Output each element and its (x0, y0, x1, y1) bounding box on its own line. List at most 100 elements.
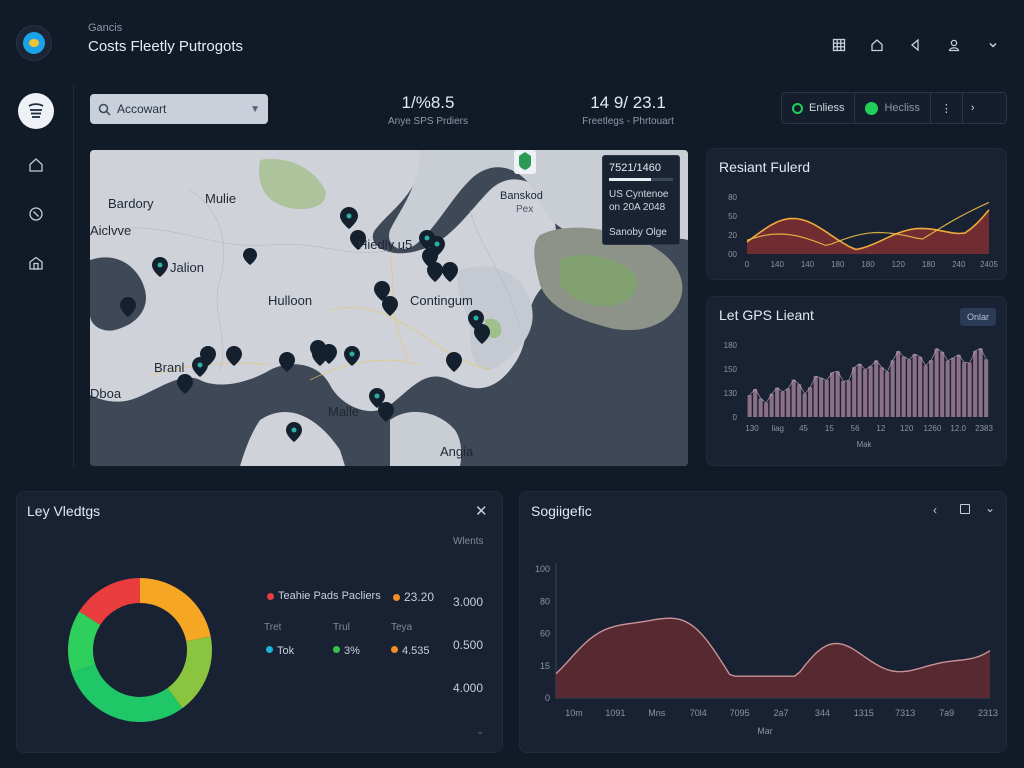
app-logo[interactable] (16, 25, 52, 61)
x-tick-label: 7a9 (939, 708, 954, 718)
segment-chart-card: Sogiigefic ‹ ⌄ 100 80 60 15 0 10m 1091 Mns 70l4 7… (519, 491, 1007, 753)
sidebar-item-clock[interactable] (24, 202, 48, 226)
bar (901, 356, 906, 417)
x-tick-label: 180 (861, 260, 875, 269)
bar (846, 380, 851, 417)
x-tick-label: 0 (745, 260, 750, 269)
chevron-down-icon[interactable]: ⌄ (476, 726, 485, 737)
chevron-down-icon[interactable] (984, 36, 1002, 54)
x-tick-label: 2383 (975, 424, 993, 433)
close-icon: ✕ (475, 503, 488, 520)
line-series (555, 617, 991, 677)
home-icon (29, 158, 43, 172)
bar (808, 387, 813, 417)
chevron-down-button[interactable]: ⌄ (985, 501, 995, 515)
donut-slice (167, 636, 212, 709)
legend-value: 23.20 (393, 590, 434, 604)
x-tick-label: 180 (831, 260, 845, 269)
map-label: Angia (440, 444, 474, 459)
bar (813, 376, 818, 417)
bar (951, 357, 956, 417)
map-city-name: Banskod (500, 190, 543, 202)
bar (945, 360, 950, 417)
y-tick-label: 50 (728, 212, 737, 221)
toggle-label: Enliess (809, 102, 845, 114)
line-series (746, 201, 990, 247)
donut-slice (140, 578, 211, 642)
donut-chart (68, 578, 212, 722)
y-tick-label: 0 (733, 413, 738, 422)
map-label: Bardory (108, 196, 154, 211)
x-tick-label: 140 (801, 260, 815, 269)
toggle-hecliss[interactable]: Hecliss (855, 93, 929, 123)
app-title: Costs Fleetly Putrogots (88, 38, 244, 55)
sidebar-item-stack[interactable] (18, 93, 54, 129)
x-tick-label: 2313 (978, 708, 998, 718)
x-tick-label: Mns (648, 708, 666, 718)
map-label: Dboa (90, 386, 122, 401)
card-title: Let GPS Lieant (719, 307, 814, 323)
resiant-chart-card: Resiant Fulerd 80 50 20 00 0 140 140 180 180 120 1… (706, 148, 1007, 280)
map-city-sub: Pex (516, 204, 534, 215)
row-value: 4.535 (391, 641, 430, 659)
sidebar-divider (73, 84, 74, 468)
bar (857, 363, 862, 417)
grid-icon[interactable] (830, 36, 848, 54)
bar (907, 359, 912, 417)
key-metrics-card: Ley Vledtgs ✕ Wlents Teahie Pads Paclier… (16, 491, 503, 753)
bar (863, 369, 868, 417)
donut-slice (71, 664, 183, 722)
search-field[interactable]: Accowart ▼ (90, 94, 268, 124)
toggle-enliess[interactable]: Enliess (782, 93, 854, 123)
bar (918, 356, 923, 417)
export-button[interactable] (960, 504, 970, 514)
bar (923, 365, 928, 417)
x-tick-label: 344 (815, 708, 830, 718)
y-tick-label: 15 (540, 661, 550, 671)
more-options-button[interactable]: ⋮ (931, 93, 962, 123)
back-icon[interactable] (906, 36, 924, 54)
segment-area-chart: 100 80 60 15 0 10m 1091 Mns 70l4 7095 2a7 344 1315 73… (535, 563, 998, 736)
legend-dot (267, 592, 274, 600)
stat-value-2: 14 9/ 23.1 (590, 93, 666, 112)
bar (852, 367, 857, 417)
map-label: Contingum (410, 293, 473, 308)
map-label: Jalion (170, 260, 204, 275)
map-label: Hiedly u5 (358, 237, 413, 252)
bar (802, 393, 807, 417)
row-value: 3% (333, 641, 360, 659)
bar-outline (749, 347, 987, 404)
toggle-label: Hecliss (884, 102, 920, 114)
next-button[interactable]: › (963, 93, 983, 123)
area-series (556, 618, 990, 698)
y-tick-label: 20 (728, 231, 737, 240)
search-icon (98, 103, 111, 116)
card-title: Resiant Fulerd (719, 159, 811, 175)
map-label: Aiclvve (90, 223, 132, 238)
y-tick-label: 80 (728, 193, 737, 202)
home-icon[interactable] (868, 36, 886, 54)
x-tick-label: 12.0 (950, 424, 966, 433)
user-icon[interactable] (945, 36, 963, 54)
x-tick-label: 10m (565, 708, 583, 718)
bar (868, 366, 873, 417)
column-value: 4.000 (453, 681, 484, 695)
gps-bar-chart: 180 150 130 0 130 liag 45 15 56 12 120 1260 12.0 2383… (724, 341, 994, 449)
legend-dot (393, 594, 400, 602)
status-ring-icon (792, 102, 803, 114)
x-tick-label: 2405 (980, 260, 998, 269)
x-tick-label: 240 (952, 260, 966, 269)
close-button[interactable]: ✕ (475, 502, 488, 520)
map-label: Branl (154, 360, 185, 375)
sidebar-item-building[interactable] (24, 251, 48, 275)
share-button[interactable]: ‹ (933, 503, 937, 517)
map-view[interactable]: Bardory Mulie Aiclvve Jalion Hiedly u5 H… (90, 150, 688, 466)
x-tick-label: 2a7 (773, 708, 788, 718)
gps-chart-button[interactable]: Onlar (960, 308, 996, 326)
sidebar-item-home[interactable] (24, 153, 48, 177)
x-tick-label: 70l4 (690, 708, 707, 718)
bar (758, 398, 763, 417)
bar (824, 380, 829, 417)
x-tick-label: 1315 (854, 708, 874, 718)
bar (929, 360, 934, 417)
